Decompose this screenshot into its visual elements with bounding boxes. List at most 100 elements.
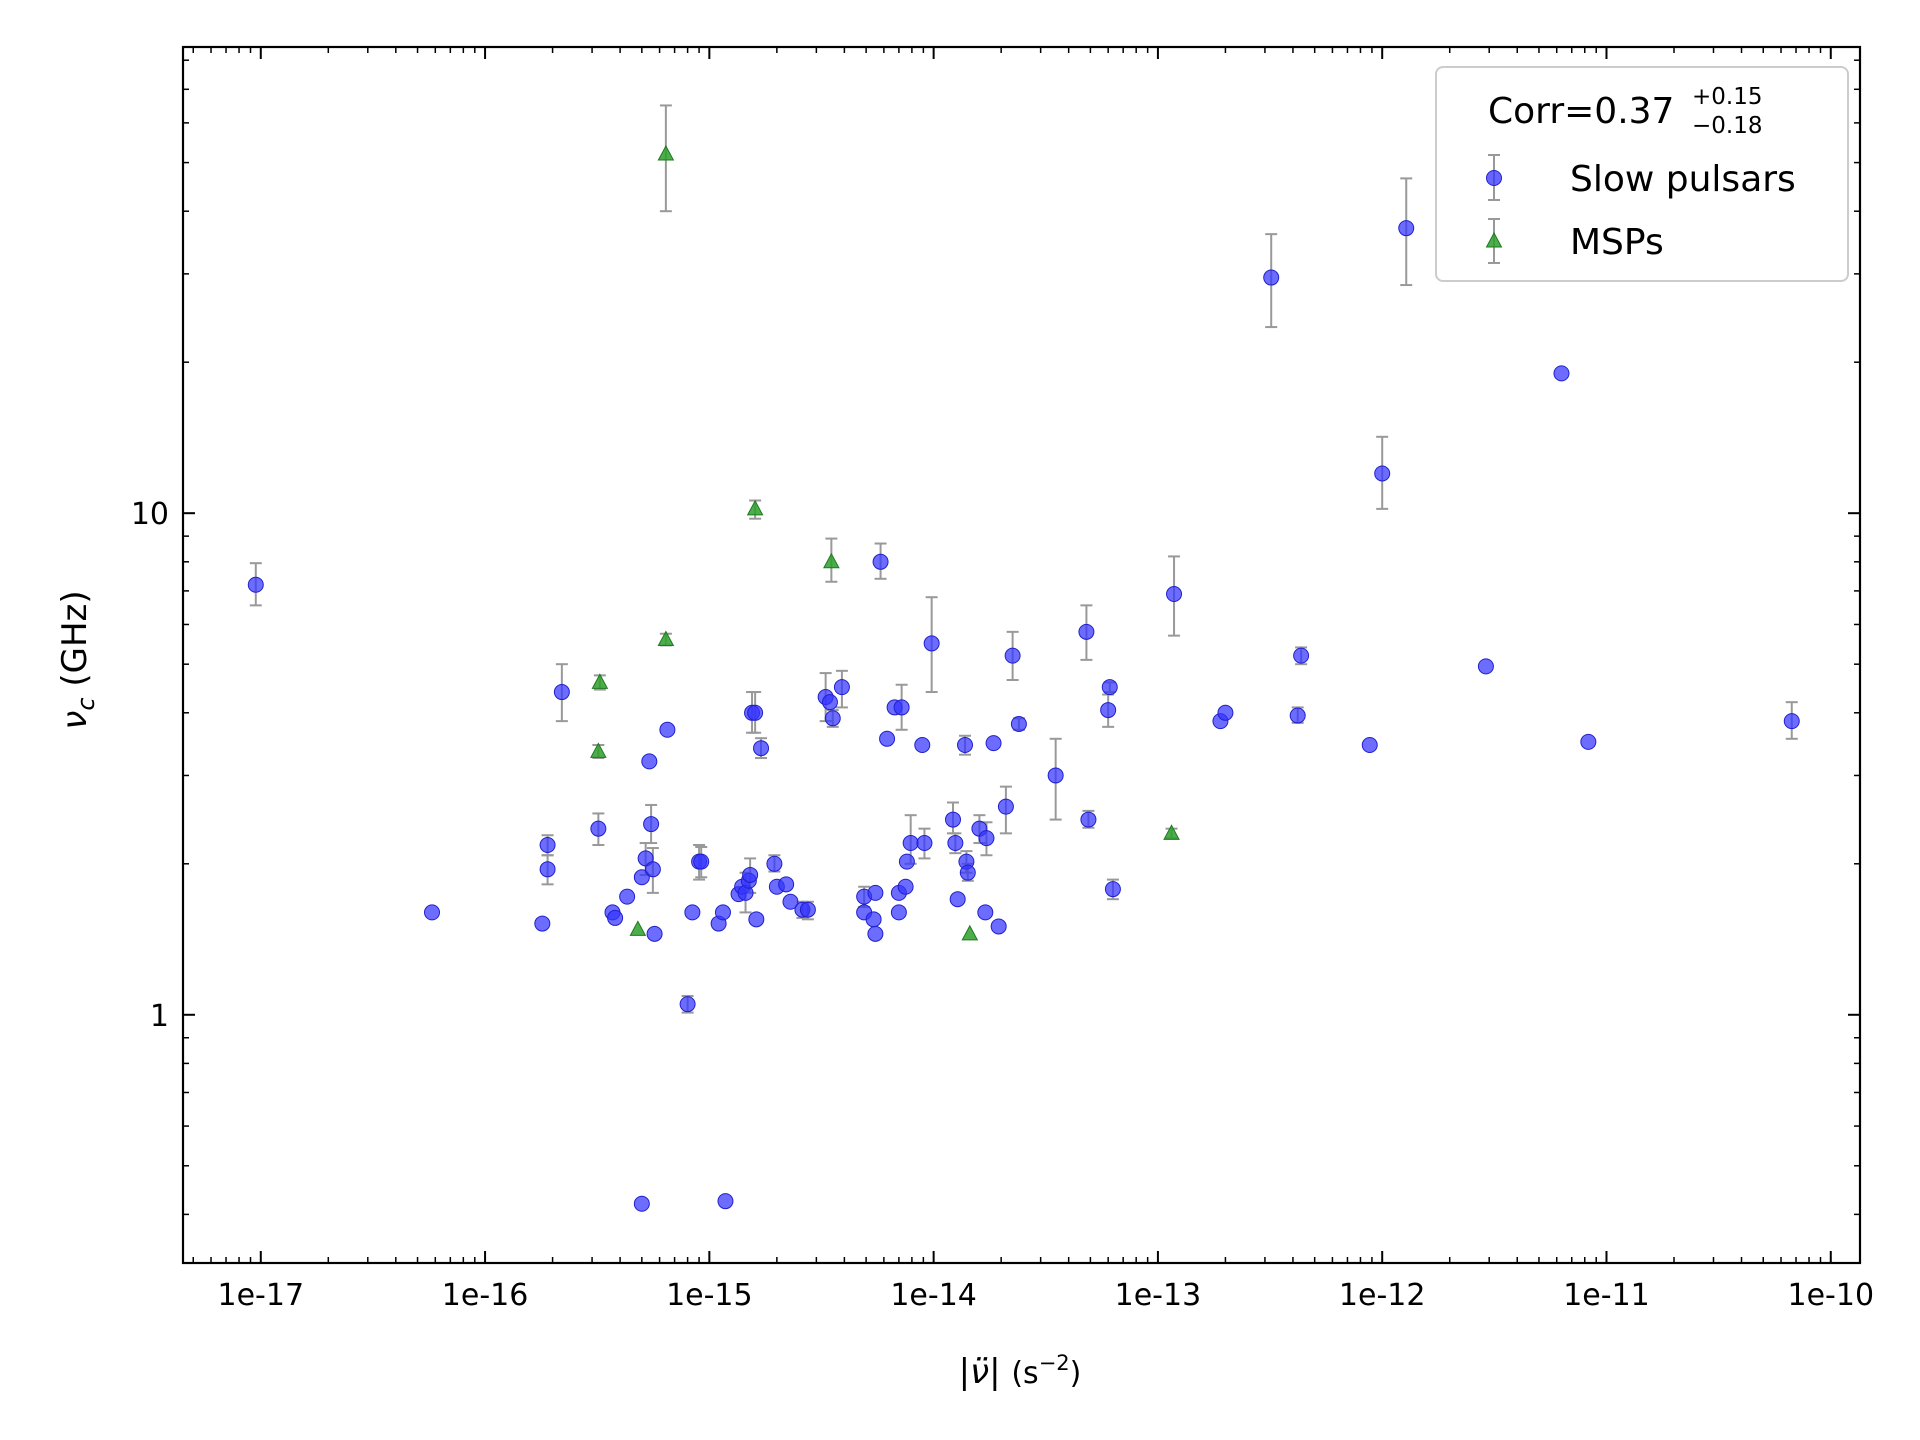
x-tick-label: 1e-10 — [1787, 1278, 1874, 1313]
slow-pulsar-point — [1289, 707, 1306, 724]
slow-pulsar-point — [949, 891, 966, 908]
legend-title-superscript: +0.15 — [1692, 84, 1762, 110]
slow-pulsar-point — [782, 893, 799, 910]
slow-pulsar-point — [778, 876, 795, 893]
slow-pulsar-point — [957, 737, 974, 754]
slow-pulsar-point — [747, 704, 764, 721]
slow-pulsar-point — [693, 853, 710, 870]
legend: Corr=0.37 +0.15 −0.18 Slow pulsars MSPs — [1435, 66, 1849, 282]
slow-pulsar-point — [997, 798, 1014, 815]
slow-pulsar-point — [923, 635, 940, 652]
slow-pulsar-point — [978, 830, 995, 847]
x-tick-label: 1e-17 — [218, 1278, 305, 1313]
slow-pulsar-point — [553, 684, 570, 701]
slow-pulsar-point — [824, 710, 841, 727]
slow-pulsar-point — [1398, 220, 1415, 237]
slow-pulsar-point — [646, 925, 663, 942]
msp-point — [961, 924, 979, 941]
legend-title: Corr=0.37 — [1488, 91, 1674, 132]
slow-pulsar-point — [1580, 733, 1597, 750]
legend-title-main: Corr=0.37 — [1488, 91, 1674, 132]
slow-pulsar-point — [1010, 715, 1027, 732]
slow-pulsar-point — [1217, 704, 1234, 721]
msp-point — [746, 499, 764, 516]
x-axis-label-exponent: −2 — [1039, 1351, 1070, 1375]
msp-point — [629, 920, 647, 936]
slow-pulsar-point — [748, 911, 765, 928]
x-tick-label: 1e-11 — [1563, 1278, 1650, 1313]
slow-pulsar-point — [1293, 647, 1310, 664]
slow-pulsar-point — [539, 861, 556, 878]
slow-pulsar-point — [945, 811, 962, 828]
slow-pulsar-point — [539, 837, 556, 854]
slow-pulsar-point — [879, 730, 896, 747]
slow-pulsar-point — [821, 694, 838, 711]
slow-pulsar-point — [633, 1195, 650, 1212]
slow-pulsar-point — [534, 915, 551, 932]
msp-point — [590, 742, 607, 758]
slow-pulsar-point — [633, 869, 650, 886]
y-tick-label: 1 — [150, 999, 169, 1034]
x-tick-label: 1e-12 — [1339, 1278, 1426, 1313]
slow-pulsar-point — [643, 816, 660, 833]
slow-pulsar-point — [684, 904, 701, 921]
slow-pulsar-point — [898, 853, 915, 870]
msp-point — [591, 673, 609, 689]
slow-pulsar-point — [867, 925, 884, 942]
slow-pulsar-point — [990, 918, 1007, 935]
slow-pulsar-point — [766, 855, 783, 872]
x-axis-label: |ν̈| (s−2) — [959, 1351, 1082, 1392]
msp-point — [823, 552, 840, 569]
slow-pulsar-point — [1047, 767, 1064, 784]
slow-pulsar-point — [641, 753, 658, 770]
y-axis-label-symbol: ν — [55, 711, 95, 730]
x-axis-label-unit: (s — [1011, 1356, 1038, 1391]
slow-pulsar-point — [1361, 737, 1378, 754]
slow-pulsar-point — [914, 737, 931, 754]
y-axis-label-unit: (GHz) — [55, 590, 95, 697]
slow-pulsar-point — [947, 835, 964, 852]
slow-pulsar-point — [1553, 365, 1570, 382]
slow-pulsar-point — [1004, 647, 1021, 664]
msp-point — [657, 144, 675, 161]
slow-pulsar-point — [867, 884, 884, 901]
slow-pulsar-point — [659, 721, 676, 738]
slow-pulsar-point — [590, 820, 607, 837]
legend-box — [1435, 66, 1849, 282]
legend-title-subscript: −0.18 — [1692, 113, 1762, 139]
slow-pulsar-point — [753, 740, 770, 757]
x-axis-label-close: ) — [1070, 1356, 1082, 1391]
slow-pulsar-point — [1374, 465, 1391, 482]
y-axis-label: νc (GHz) — [55, 590, 100, 729]
legend-msps-label: MSPs — [1570, 222, 1664, 263]
y-tick-label: 10 — [131, 497, 169, 532]
slow-pulsar-point — [1080, 811, 1097, 828]
slow-pulsar-point — [916, 835, 933, 852]
slow-pulsar-point — [1477, 658, 1494, 675]
markers-layer — [247, 144, 1800, 1212]
x-tick-label: 1e-16 — [442, 1278, 529, 1313]
slow-pulsar-point — [959, 864, 976, 881]
slow-pulsar-point — [897, 878, 914, 895]
legend-slow-pulsars-label: Slow pulsars — [1570, 159, 1796, 200]
slow-pulsar-point — [893, 699, 910, 716]
slow-pulsar-point — [424, 904, 441, 921]
slow-pulsar-point — [872, 553, 889, 570]
slow-pulsar-point — [1263, 269, 1280, 286]
slow-pulsar-point — [902, 835, 919, 852]
slow-pulsar-point — [799, 901, 816, 918]
x-axis-label-post: | — [989, 1352, 1011, 1392]
slow-pulsar-point — [1078, 623, 1095, 640]
slow-pulsar-point — [714, 904, 731, 921]
slow-pulsar-point — [977, 904, 994, 921]
slow-pulsar-point — [985, 735, 1002, 752]
slow-pulsar-point — [1100, 702, 1117, 719]
x-axis-label-symbol: ν̈ — [970, 1352, 989, 1392]
x-axis-label-pre: | — [959, 1352, 970, 1392]
slow-pulsar-point — [1166, 586, 1183, 603]
legend-msps-marker — [1485, 231, 1503, 248]
slow-pulsar-point — [742, 866, 759, 883]
x-tick-label: 1e-15 — [666, 1278, 753, 1313]
slow-pulsar-point — [890, 904, 907, 921]
